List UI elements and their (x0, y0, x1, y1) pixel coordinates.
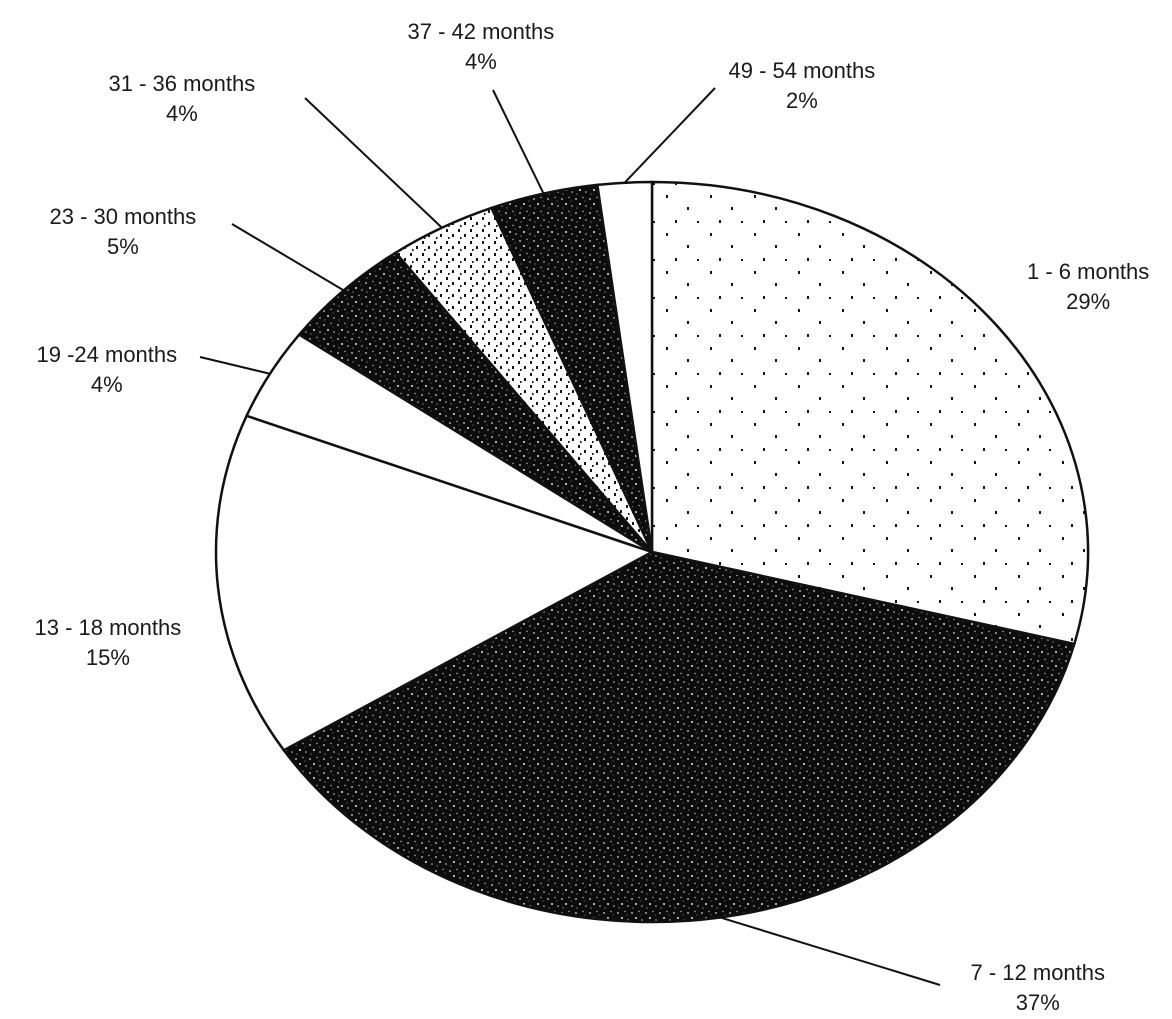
leader-line-8 (623, 87, 716, 184)
slice-label-5: 23 - 30 months 5% (50, 202, 197, 262)
slice-label-name: 31 - 36 months (108, 71, 256, 96)
slice-label-name: 7 - 12 months (970, 960, 1106, 985)
pie-slice-3 (214, 414, 656, 752)
leader-line-2 (719, 916, 941, 986)
slice-label-percent: 4% (90, 372, 123, 397)
slice-label-name: 37 - 42 months (407, 19, 555, 44)
slice-label-2: 7 - 12 months 37% (971, 958, 1106, 1018)
slice-label-percent: 4% (464, 49, 497, 74)
pie-slice-1 (650, 180, 1090, 646)
slice-label-percent: 29% (1066, 289, 1111, 314)
slice-label-percent: 4% (165, 101, 198, 126)
slice-label-1: 1 - 6 months 29% (1027, 257, 1149, 317)
pie-slices (214, 180, 1090, 924)
slice-label-8: 49 - 54 months 2% (729, 56, 876, 116)
slice-label-percent: 5% (106, 234, 139, 259)
slice-label-name: 1 - 6 months (1027, 259, 1150, 284)
slice-label-name: 23 - 30 months (49, 204, 197, 229)
slice-label-percent: 15% (85, 645, 130, 670)
slice-label-percent: 37% (1015, 990, 1060, 1015)
slice-label-name: 13 - 18 months (34, 615, 182, 640)
leader-lines (199, 87, 941, 986)
pie-slice-8 (595, 180, 654, 553)
slice-label-name: 19 -24 months (36, 342, 178, 367)
leader-line-5 (231, 223, 345, 292)
slice-label-6: 31 - 36 months 4% (109, 69, 256, 129)
slice-label-percent: 2% (785, 88, 818, 113)
slice-label-7: 37 - 42 months 4% (408, 17, 555, 77)
leader-line-4 (199, 356, 271, 375)
leader-line-6 (304, 97, 443, 229)
slice-label-4: 19 -24 months 4% (37, 340, 178, 400)
slice-label-name: 49 - 54 months (728, 58, 876, 83)
leader-line-7 (492, 89, 545, 195)
slice-label-3: 13 - 18 months 15% (35, 613, 182, 673)
